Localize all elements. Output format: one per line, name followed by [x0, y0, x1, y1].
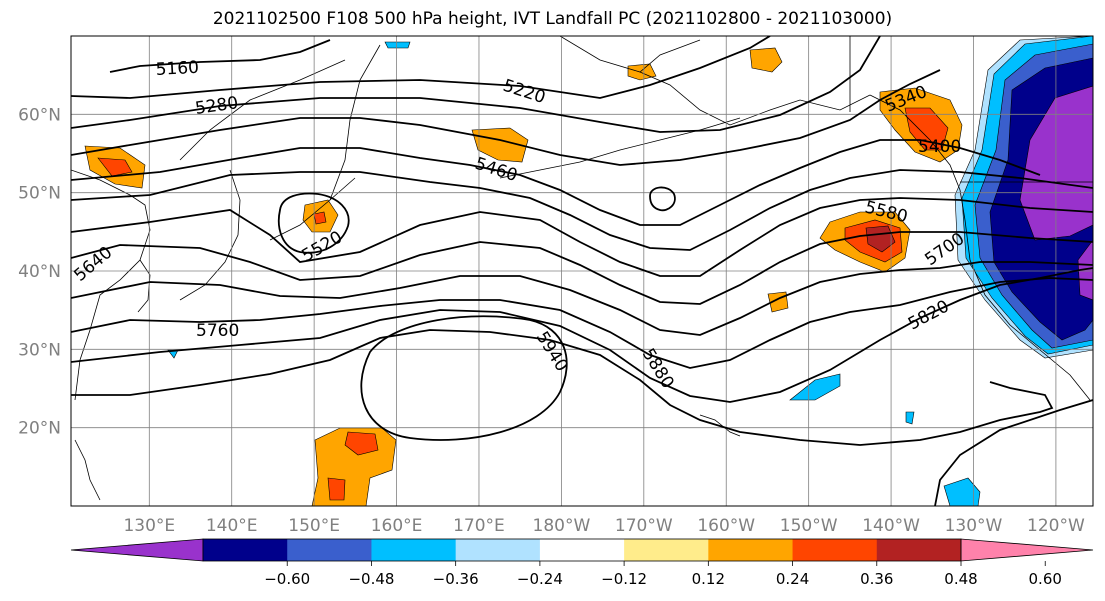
colorbar-tick-labels: −0.60 −0.48 −0.36 −0.24 −0.12 0.12 0.24 0.36 0.4…	[264, 561, 1062, 588]
longitude-label: 180°W	[533, 516, 591, 536]
ivt-neg-purple	[1019, 85, 1093, 241]
contour-5940-closed	[360, 315, 568, 441]
colorbar-tick-label: −0.48	[348, 570, 394, 588]
colorbar-tick-label: −0.12	[601, 570, 647, 588]
colorbar-segment	[287, 539, 372, 561]
colorbar-segment	[203, 539, 288, 561]
ivt-pos-manchuria-core	[97, 157, 133, 177]
latitude-label: 30°N	[18, 340, 61, 360]
colorbar-tick-label: 0.24	[776, 570, 809, 588]
colorbar-segment	[539, 539, 625, 561]
contour-5520-closed	[278, 192, 350, 254]
height-contours	[71, 36, 1093, 506]
colorbar-tick-label: −0.60	[264, 570, 310, 588]
colorbar-segment	[455, 539, 541, 561]
coast-kuril	[269, 177, 356, 241]
map-title: 2021102500 F108 500 hPa height, IVT Land…	[212, 9, 893, 29]
contour-5700	[71, 261, 1093, 336]
colorbar-tick-label: 0.36	[860, 570, 893, 588]
colorbar-tick-label: −0.24	[517, 570, 563, 588]
contour-5340	[71, 69, 941, 166]
colorbar	[70, 538, 1094, 562]
contour-5880	[71, 329, 1054, 446]
ivt-pos-sea-japan-core	[313, 211, 327, 225]
ivt-pos-gulf-alaska-2	[904, 107, 949, 151]
colorbar-tick-label: 0.60	[1029, 570, 1062, 588]
longitude-label: 130°E	[123, 516, 175, 536]
colorbar-extend-low	[70, 538, 204, 562]
contour-5760	[71, 277, 1093, 369]
contour-5640	[71, 231, 1093, 305]
ivt-neg-small-5	[905, 411, 915, 425]
ivt-shading	[84, 36, 1093, 506]
colorbar-segment	[371, 539, 457, 561]
contour-5220	[71, 36, 771, 99]
coast-alaska-west	[639, 71, 871, 126]
coast-bc	[869, 94, 966, 221]
contour-5160	[109, 39, 331, 73]
longitude-labels: 130°E 140°E 150°E 160°E 170°E 180°W 170°W 160°W…	[123, 516, 1085, 536]
colorbar-segment	[876, 539, 962, 561]
longitude-label: 140°E	[206, 516, 258, 536]
map-frame	[70, 35, 1094, 507]
colorbar-tick-label: 0.12	[692, 570, 725, 588]
coast-philippines	[74, 439, 101, 501]
longitude-label: 170°E	[453, 516, 505, 536]
longitude-label: 140°W	[862, 516, 920, 536]
coast-okhotsk	[179, 59, 346, 161]
contour-5400	[71, 139, 1041, 226]
colorbar-tick-label: −0.36	[433, 570, 479, 588]
colorbar-tick-label: 0.48	[944, 570, 977, 588]
contour-label: 5400	[918, 137, 961, 157]
coastlines	[71, 36, 1093, 501]
latitude-label: 50°N	[18, 184, 61, 204]
ivt-pos-small-2	[749, 47, 783, 73]
colorbar-segment	[708, 539, 794, 561]
contour-5580	[71, 197, 1093, 277]
coast-us-west	[964, 219, 1091, 401]
ivt-neg-small-4	[384, 41, 411, 49]
colorbar-extend-high	[960, 538, 1094, 562]
ivt-neg-small-2	[943, 477, 981, 506]
longitude-label: 170°W	[615, 516, 673, 536]
ivt-pos-subtropical-3	[327, 477, 346, 501]
colorbar-segment	[624, 539, 709, 561]
longitude-label: 130°W	[945, 516, 1003, 536]
longitude-label: 150°E	[288, 516, 340, 536]
longitude-label: 160°W	[697, 516, 755, 536]
contour-label: 5760	[196, 321, 239, 341]
contour-small-closed	[649, 186, 676, 212]
colorbar-outline	[202, 538, 962, 562]
ivt-neg-small-1	[789, 373, 841, 401]
colorbar-segment	[792, 539, 878, 561]
longitude-label: 120°W	[1027, 516, 1085, 536]
coast-kamchatka	[329, 44, 381, 201]
contour-label: 5160	[155, 58, 199, 80]
longitude-label: 150°W	[780, 516, 838, 536]
longitude-label: 160°E	[371, 516, 423, 536]
contour-5820	[71, 267, 1093, 403]
contour-5460	[71, 169, 1093, 251]
latitude-labels: 60°N 50°N 40°N 30°N 20°N	[18, 105, 61, 438]
contour-5280	[71, 36, 881, 133]
latitude-label: 60°N	[18, 105, 61, 125]
ivt-pos-subtropical-2	[344, 431, 379, 456]
latitude-label: 40°N	[18, 262, 61, 282]
contour-5880-south	[934, 399, 1093, 506]
latitude-label: 20°N	[18, 419, 61, 439]
